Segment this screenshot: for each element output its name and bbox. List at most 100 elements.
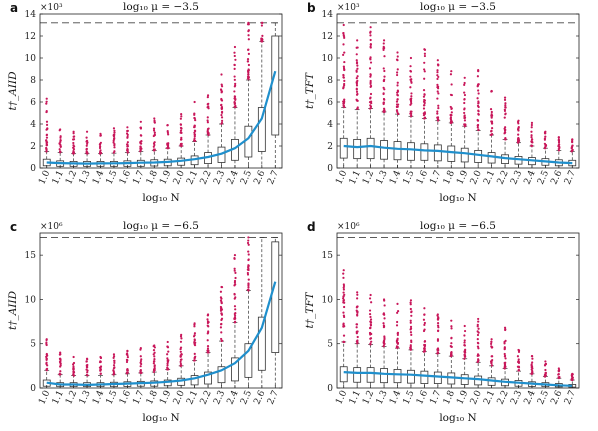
outlier-point (409, 110, 412, 113)
outlier-point (395, 73, 399, 77)
outlier-point (355, 53, 358, 56)
outlier-point (476, 83, 480, 86)
outlier-point (437, 107, 440, 110)
outlier-point (464, 123, 467, 126)
outlier-point (477, 105, 480, 109)
outlier-point (370, 340, 373, 343)
outlier-point (192, 359, 196, 362)
outlier-point (477, 69, 480, 72)
panel-title: log₁₀ μ = −6.5 (420, 220, 496, 232)
outlier-point (477, 112, 480, 116)
outlier-point (343, 79, 346, 82)
outlier-point (517, 119, 520, 122)
outlier-point (45, 338, 48, 341)
x-tick-label: 1.3 (375, 389, 390, 406)
outlier-point (463, 119, 467, 122)
outlier-point (517, 129, 520, 132)
outlier-point (422, 107, 426, 110)
outlier-point (356, 39, 359, 42)
box-1.8 (447, 145, 456, 162)
outlier-point (153, 364, 156, 367)
outlier-point (234, 296, 237, 299)
outlier-point (99, 369, 102, 372)
outlier-point (140, 142, 143, 145)
outlier-point (409, 299, 413, 302)
box-1.6 (420, 370, 429, 384)
outlier-point (99, 355, 102, 359)
outlier-point (396, 105, 399, 108)
outlier-point (477, 101, 480, 104)
outlier-point (450, 107, 453, 110)
outlier-point (206, 116, 209, 119)
outlier-point (219, 296, 223, 299)
outlier-point (233, 254, 237, 257)
x-tick-label: 1.7 (131, 389, 146, 406)
outlier-point (356, 92, 359, 96)
outlier-point (356, 330, 359, 333)
outlier-point (436, 116, 439, 120)
outlier-point (530, 135, 533, 139)
x-tick-label: 1.0 (37, 169, 52, 186)
outlier-point (99, 149, 102, 152)
x-tick-label: 1.2 (64, 389, 79, 406)
outlier-point (234, 308, 237, 311)
outlier-point (152, 353, 155, 356)
outlier-point (233, 45, 237, 49)
x-tick-label: 2.6 (549, 389, 564, 406)
box-1.9 (460, 374, 469, 385)
outlier-point (179, 346, 183, 349)
outlier-point (166, 124, 169, 127)
outlier-point (436, 63, 440, 66)
outlier-point (382, 324, 385, 327)
outlier-point (409, 99, 413, 102)
x-tick-label: 2.7 (266, 389, 281, 406)
outlier-point (382, 312, 386, 315)
outlier-point (206, 324, 209, 327)
outlier-point (85, 360, 88, 363)
outlier-point (260, 24, 264, 27)
y-tick-label: 5 (30, 340, 36, 350)
outlier-point (436, 321, 440, 325)
outlier-point (396, 68, 399, 71)
outlier-point (409, 65, 412, 68)
outlier-point (72, 373, 75, 377)
outlier-point (233, 312, 236, 316)
outlier-point (423, 340, 427, 343)
outlier-point (423, 348, 426, 351)
y-tick-label: 10 (322, 295, 334, 305)
outlier-point (531, 367, 534, 370)
x-tick-label: 1.9 (158, 389, 173, 406)
outlier-point (436, 313, 439, 316)
outlier-point (531, 357, 534, 360)
panel-title: log₁₀ μ = −6.5 (123, 220, 199, 232)
outlier-point (166, 360, 169, 363)
outlier-point (45, 102, 48, 105)
outlier-point (436, 59, 439, 62)
outlier-point (261, 34, 264, 37)
outlier-point (355, 70, 358, 73)
outlier-point (45, 367, 49, 370)
outlier-point (85, 151, 89, 154)
outlier-point (113, 142, 116, 146)
outlier-point (369, 320, 372, 323)
outlier-point (126, 133, 129, 136)
outlier-point (409, 348, 412, 351)
outlier-point (86, 369, 89, 372)
outlier-point (206, 103, 209, 106)
outlier-point (355, 98, 358, 101)
outlier-point (410, 310, 413, 313)
outlier-point (503, 116, 506, 119)
y-tick-label: 5 (327, 340, 333, 350)
outlier-point (356, 64, 359, 67)
outlier-point (59, 128, 62, 131)
outlier-point (247, 38, 250, 41)
outlier-point (368, 309, 372, 312)
outlier-point (369, 97, 372, 100)
outlier-point (247, 282, 250, 285)
y-tick-label: 0 (327, 384, 333, 394)
outlier-point (503, 361, 506, 365)
y-tick-label: 2 (30, 142, 36, 152)
outlier-point (383, 78, 386, 81)
outlier-point (369, 333, 372, 336)
outlier-point (166, 146, 169, 149)
